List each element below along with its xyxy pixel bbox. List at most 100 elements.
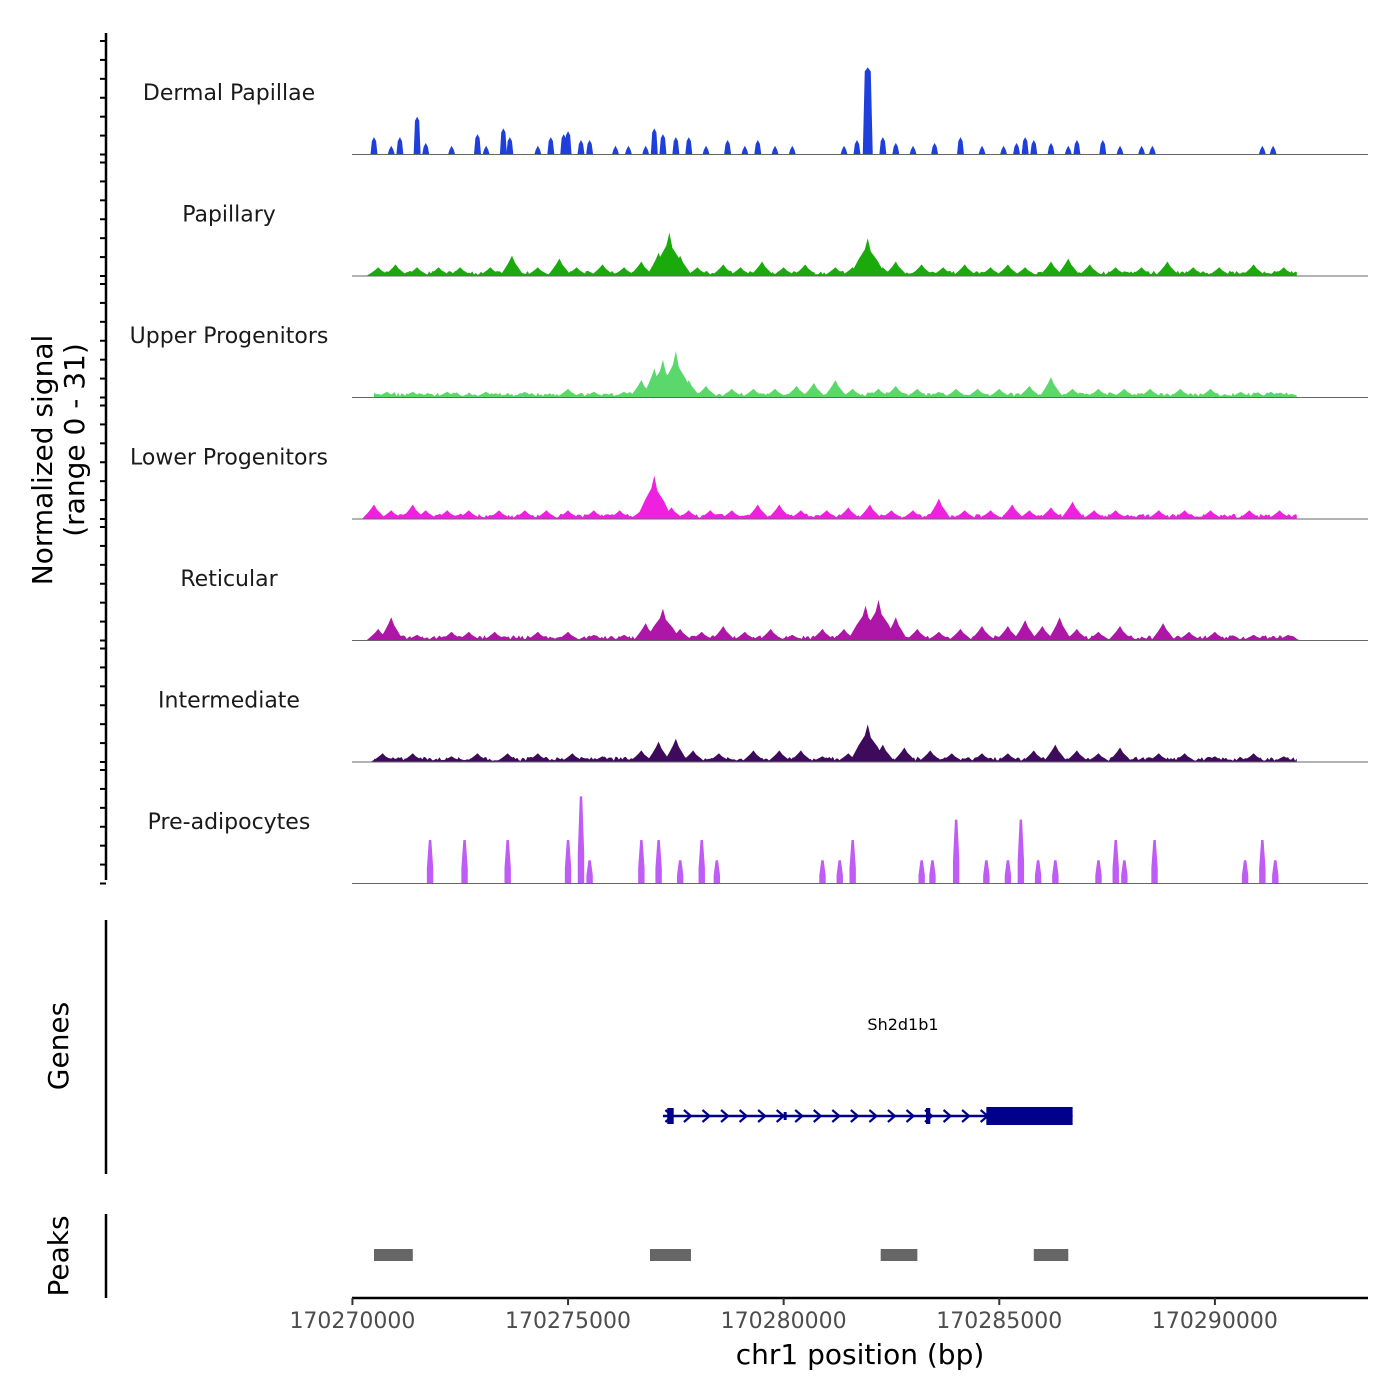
signal-peak xyxy=(1077,264,1102,276)
signal-peak xyxy=(970,753,995,762)
strand-arrow xyxy=(961,1109,971,1123)
signal-peak xyxy=(435,391,460,398)
signal-peak xyxy=(1000,504,1025,519)
signal-peak xyxy=(702,145,710,155)
signal-peak xyxy=(879,510,904,519)
signal-peak xyxy=(1198,388,1223,398)
signal-peak xyxy=(387,145,395,155)
signal-peak xyxy=(823,380,848,398)
signal-peak xyxy=(883,261,908,276)
signal-peak xyxy=(860,599,897,641)
signal-peak xyxy=(663,738,688,762)
signal-peak xyxy=(1021,750,1046,762)
strand-arrow xyxy=(794,1109,804,1123)
signal-peak xyxy=(612,634,637,641)
signal-peak xyxy=(564,131,572,155)
signal-peak xyxy=(931,267,956,276)
y-axis-title-line2: (range 0 - 31) xyxy=(58,343,91,537)
x-tick-label: 170285000 xyxy=(936,1309,1062,1334)
signal-peak xyxy=(512,510,537,519)
x-tick-label: 170275000 xyxy=(505,1309,631,1334)
signal-peak xyxy=(1043,744,1068,762)
signal-peak xyxy=(741,388,766,398)
track-label: Papillary xyxy=(182,203,276,228)
signal-peak xyxy=(659,134,667,155)
signal-peak xyxy=(1039,261,1064,276)
signal-peak xyxy=(853,139,861,155)
signal-peak xyxy=(1013,142,1021,155)
signal-peak xyxy=(1047,142,1055,155)
track-5: Intermediate xyxy=(158,689,1368,763)
signal-peak xyxy=(741,750,766,762)
gene-exon xyxy=(925,1108,931,1124)
signal-peak xyxy=(711,264,736,276)
signal-peak xyxy=(685,267,710,276)
signal-peak xyxy=(1086,631,1111,641)
signal-peak xyxy=(668,255,693,276)
signal-peak xyxy=(1004,860,1012,884)
signal-peak xyxy=(361,504,386,519)
signal-peak xyxy=(1172,753,1197,762)
signal-peak xyxy=(370,137,378,155)
signal-peak xyxy=(745,504,770,519)
signal-peak xyxy=(956,137,964,155)
signal-peak xyxy=(694,385,719,398)
signal-peak xyxy=(439,631,464,641)
peaks-axis-title: Peaks xyxy=(42,1215,75,1296)
signal-peak xyxy=(646,741,671,762)
signal-peak xyxy=(784,385,809,398)
signal-peak xyxy=(879,137,887,155)
gene-exon xyxy=(667,1108,674,1124)
signal-peak xyxy=(1241,753,1266,762)
signal-peak xyxy=(1112,388,1137,398)
signal-peak xyxy=(1181,267,1206,276)
strand-arrow xyxy=(905,1109,916,1123)
signal-peak xyxy=(1052,860,1059,884)
signal-peak xyxy=(482,631,507,641)
signal-peak xyxy=(400,504,425,519)
peak-region xyxy=(880,1249,918,1261)
signal-peak xyxy=(676,380,701,398)
signal-peak xyxy=(711,625,736,641)
strand-arrow xyxy=(887,1109,897,1123)
track-label: Lower Progenitors xyxy=(130,446,328,471)
signal-peak xyxy=(892,142,900,155)
signal-peak xyxy=(473,134,481,155)
signal-peak xyxy=(763,388,788,398)
signal-peak xyxy=(1030,139,1038,155)
signal-peak xyxy=(1017,819,1025,884)
signal-peak xyxy=(1258,391,1283,398)
signal-peak xyxy=(1177,631,1202,641)
signal-peak xyxy=(901,510,926,519)
signal-peak xyxy=(1241,634,1266,641)
signal-peak xyxy=(706,753,731,762)
signal-peak xyxy=(624,145,632,155)
signal-peak xyxy=(1073,139,1081,155)
signal-peak xyxy=(1112,839,1119,884)
signal-peak xyxy=(1108,625,1133,641)
signal-peak xyxy=(366,267,391,276)
signal-peak xyxy=(719,388,744,398)
signal-peak xyxy=(741,145,749,155)
track-3: Lower Progenitors xyxy=(130,446,1368,520)
signal-peak xyxy=(405,634,430,641)
peak-region xyxy=(1033,1249,1069,1261)
signal-peak xyxy=(965,388,990,398)
signal-peak xyxy=(560,753,585,762)
signal-peak xyxy=(758,628,783,641)
signal-peak xyxy=(905,388,930,398)
signal-peak xyxy=(1276,634,1301,641)
signal-peak xyxy=(650,128,658,155)
signal-peak xyxy=(728,267,753,276)
track-label: Intermediate xyxy=(158,689,300,714)
signal-peak xyxy=(400,391,425,398)
signal-peak xyxy=(1241,264,1266,276)
signal-peak xyxy=(655,839,662,884)
signal-peak xyxy=(883,385,908,398)
signal-peak xyxy=(676,860,684,884)
signal-peak xyxy=(487,510,512,519)
strand-arrow xyxy=(850,1109,860,1123)
signal-peak xyxy=(713,860,721,884)
signal-peak xyxy=(383,264,408,276)
